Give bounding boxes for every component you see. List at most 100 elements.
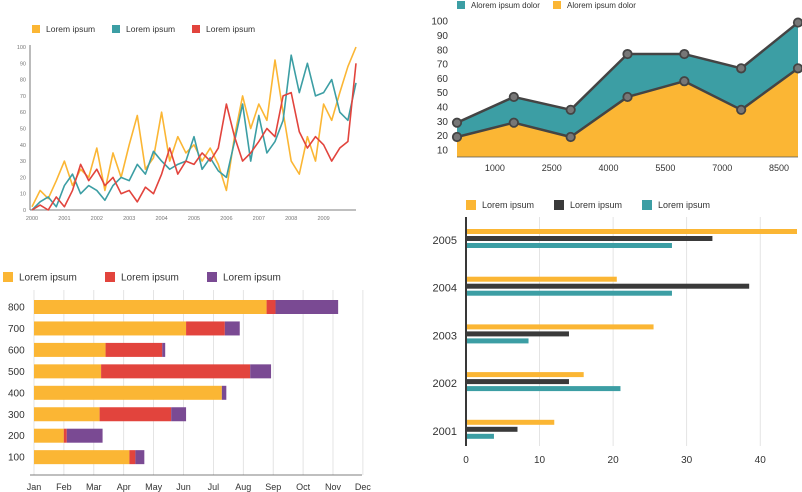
category-label: 200	[8, 431, 25, 442]
category-label: 2004	[433, 283, 457, 295]
data-point	[679, 76, 690, 87]
legend-label: Alorem ipsum dolor	[567, 1, 636, 10]
category-label: 2003	[433, 330, 457, 342]
series-line	[31, 54, 357, 211]
x-tick-label: 20	[608, 455, 620, 466]
data-point	[622, 48, 633, 60]
category-label: 600	[8, 345, 25, 356]
x-tick-label: Jul	[208, 482, 220, 492]
bar	[467, 290, 672, 296]
y-tick-label: 70	[437, 60, 449, 71]
area-lower	[457, 68, 798, 157]
legend-swatch	[207, 272, 217, 282]
x-tick-label: 5500	[655, 163, 675, 173]
x-tick-label: 30	[681, 455, 693, 466]
legend-swatch	[105, 272, 115, 282]
x-tick-label: 4000	[599, 163, 619, 173]
legend-label: Lorem ipsum	[570, 200, 622, 210]
legend-swatch	[553, 1, 561, 9]
bar-segment	[171, 407, 187, 422]
grouped-bar-chart: Lorem ipsum Lorem ipsum Lorem ipsum 0 10 20 30…	[433, 200, 797, 466]
category-label: 400	[8, 388, 25, 399]
x-tick-label: 2003	[123, 216, 135, 222]
legend-label: Lorem ipsum	[206, 24, 255, 34]
legend-label: Lorem ipsum	[19, 273, 77, 284]
data-point	[792, 63, 802, 74]
x-tick-label: 2007	[253, 216, 265, 222]
data-point	[792, 17, 802, 28]
legend-swatch	[32, 25, 40, 33]
category-label: 700	[8, 324, 25, 335]
x-tick-label: 40	[755, 455, 767, 466]
y-tick-label: 50	[437, 88, 449, 99]
category-label: 2001	[433, 426, 457, 438]
bar	[467, 331, 569, 337]
x-tick-label: 7000	[712, 163, 732, 173]
bar-segment	[135, 450, 145, 465]
category-label: 500	[8, 367, 25, 378]
x-tick-label: Apr	[117, 482, 131, 492]
y-tick-label: 100	[17, 45, 26, 51]
x-tick-label: Feb	[56, 482, 72, 492]
bar-segment	[275, 300, 339, 314]
x-tick-label: 2000	[26, 216, 38, 222]
bar-segment	[34, 385, 222, 400]
y-tick-label: 30	[20, 159, 26, 165]
y-tick-label: 80	[437, 45, 449, 56]
bar-segment	[186, 321, 225, 336]
series-line	[31, 63, 357, 211]
data-point	[622, 91, 633, 103]
bar-segment	[224, 321, 240, 336]
line-chart: Lorem ipsum Lorem ipsum Lorem ipsum 0 10 20 30…	[17, 24, 357, 222]
x-tick-label: 0	[463, 455, 469, 466]
y-tick-label: 100	[431, 17, 448, 28]
bar-segment	[250, 364, 272, 379]
y-tick-label: 40	[437, 102, 449, 113]
legend-label: Lorem ipsum	[658, 200, 710, 210]
y-tick-label: 60	[437, 74, 449, 85]
bar-segment	[34, 428, 64, 443]
data-point	[736, 63, 747, 74]
x-tick-label: Aug	[235, 482, 251, 492]
x-tick-label: 2008	[285, 216, 297, 222]
legend-label: Lorem ipsum	[223, 273, 281, 284]
category-label: 800	[8, 303, 25, 314]
bar-segment	[266, 300, 276, 314]
bar-segment	[34, 407, 100, 422]
y-tick-label: 90	[437, 31, 449, 42]
legend-swatch	[192, 25, 200, 33]
bar	[467, 324, 654, 330]
x-tick-label: Jan	[27, 482, 42, 492]
legend-label: Lorem ipsum	[121, 273, 179, 284]
y-tick-label: 50	[20, 127, 26, 133]
bar-segment	[162, 342, 166, 357]
bar	[467, 433, 494, 439]
bar-segment	[66, 428, 103, 443]
y-tick-label: 20	[20, 175, 26, 181]
data-point	[679, 48, 690, 60]
legend-swatch	[112, 25, 120, 33]
legend-label: Lorem ipsum	[126, 24, 175, 34]
area-upper	[457, 22, 798, 137]
bar-segment	[101, 364, 251, 379]
y-tick-label: 30	[437, 117, 449, 128]
legend-swatch	[642, 200, 652, 210]
data-point	[508, 117, 519, 128]
bar	[467, 419, 555, 425]
bar	[467, 426, 518, 432]
x-tick-label: Dec	[355, 482, 372, 492]
bar	[467, 236, 713, 241]
x-tick-label: 2500	[542, 163, 562, 173]
bar	[467, 276, 617, 282]
x-tick-label: 2005	[188, 216, 200, 222]
series-line	[31, 46, 357, 208]
bar-segment	[99, 407, 172, 422]
data-point	[565, 104, 576, 115]
data-point	[508, 91, 519, 103]
bar-segment	[129, 450, 136, 465]
x-tick-label: Nov	[325, 482, 342, 492]
category-label: 2002	[433, 378, 457, 390]
y-tick-label: 70	[20, 94, 26, 100]
y-tick-label: 60	[20, 110, 26, 116]
